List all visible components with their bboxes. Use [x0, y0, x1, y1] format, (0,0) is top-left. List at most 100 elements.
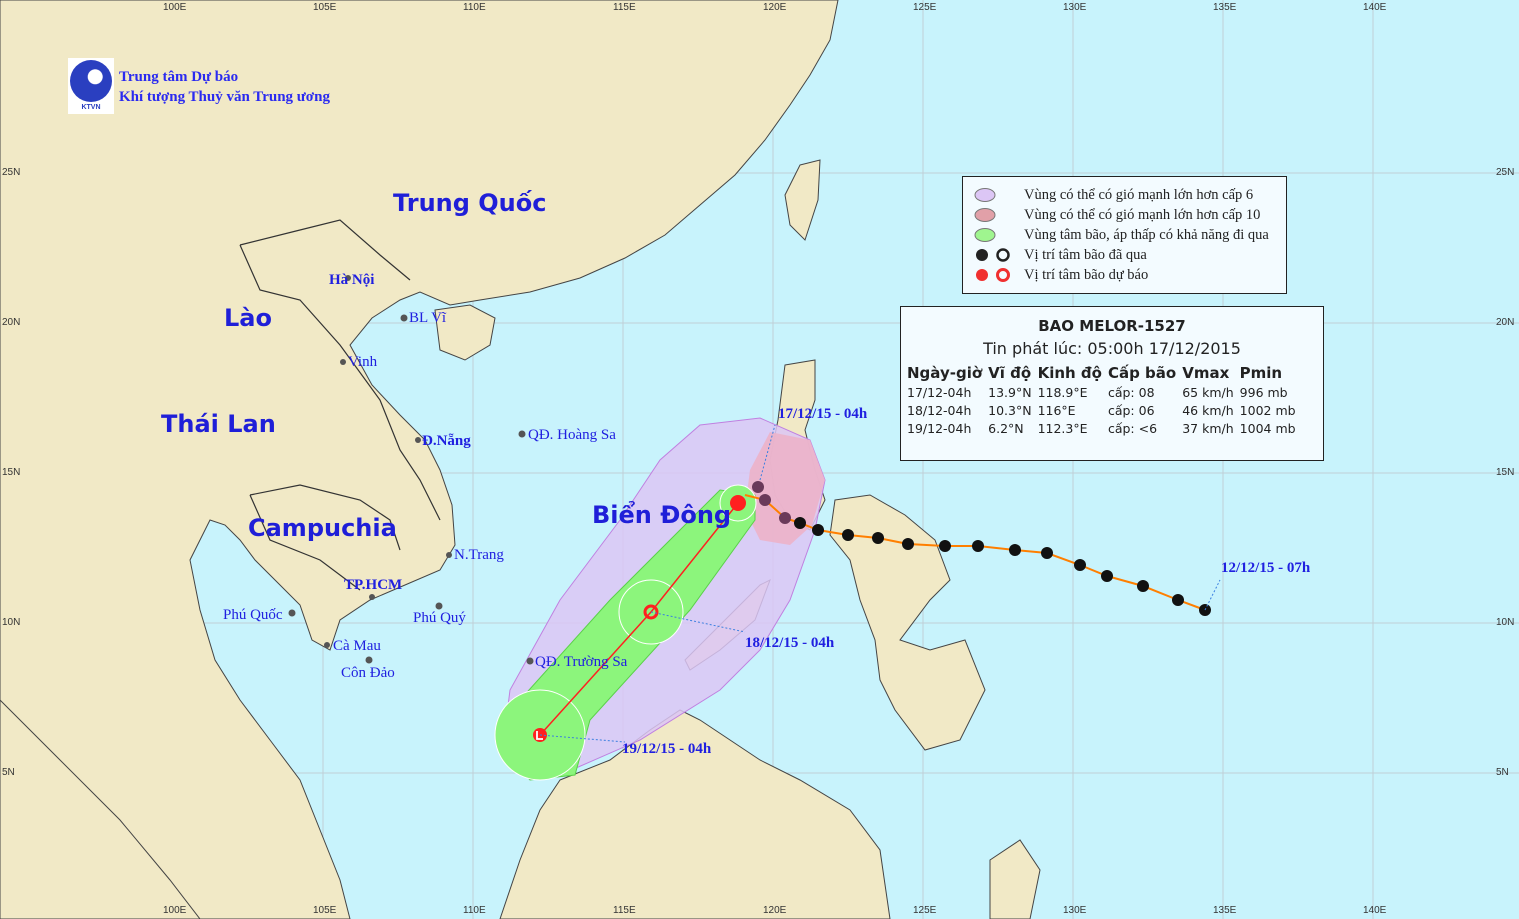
past-typhoon-icon [902, 538, 914, 550]
past-typhoon-icon [752, 481, 764, 493]
lon-tick-label: 140E [1363, 905, 1387, 916]
table-header: Pmin [1239, 364, 1283, 382]
lat-tick-label: 5N [1496, 767, 1509, 778]
table-header: Ngày-giờ [907, 364, 983, 382]
black-typhoon-icon [976, 249, 988, 261]
lon-tick-label: 120E [763, 2, 787, 13]
place-phu-quoc: Phú Quốc [223, 607, 283, 623]
table-cell: 112.3°E [1037, 421, 1088, 436]
past-typhoon-icon [972, 540, 984, 552]
sulawesi-new-guinea [989, 839, 1041, 919]
black-circle-icon [996, 248, 1010, 262]
past-typhoon-icon [812, 524, 824, 536]
table-cell: 118.9°E [1037, 385, 1088, 400]
table-header: Kinh độ [1037, 364, 1102, 382]
lon-tick-label: 135E [1213, 2, 1237, 13]
lon-tick-label: 135E [1213, 905, 1237, 916]
table-cell: 1004 mb [1239, 421, 1296, 436]
lon-tick-label: 100E [163, 905, 187, 916]
track-label-18: 18/12/15 - 04h [745, 635, 835, 651]
legend-label: Vùng có thể có gió mạnh lớn hơn cấp 10 [1024, 206, 1261, 223]
hainan-island [434, 304, 496, 361]
table-cell: 10.3°N [988, 403, 1032, 418]
lon-tick-label: 115E [613, 2, 636, 13]
label-laos: Lào [224, 304, 272, 332]
table-cell: 6.2°N [988, 421, 1024, 436]
green-ellipse-icon [974, 228, 996, 242]
lon-tick-label: 130E [1063, 2, 1087, 13]
lon-tick-label: 105E [313, 2, 337, 13]
track-label-12: 12/12/15 - 07h [1221, 560, 1311, 576]
table-header: Vmax [1182, 364, 1230, 382]
table-cell: 996 mb [1239, 385, 1288, 400]
storm-info-panel: BAO MELOR-1527 Tin phát lúc: 05:00h 17/1… [900, 306, 1324, 461]
place-con-dao: Côn Đảo [341, 665, 395, 681]
legend-item-past: Vị trí tâm bão đã qua [963, 245, 1278, 265]
table-cell: cấp: <6 [1107, 421, 1158, 436]
lon-tick-label: 105E [313, 905, 337, 916]
past-typhoon-icon [1074, 559, 1086, 571]
place-bach-long-vi: BL Vĩ [409, 310, 447, 326]
past-typhoon-icon [939, 540, 951, 552]
lon-tick-label: 110E [463, 905, 486, 916]
table-cell: cấp: 06 [1107, 403, 1155, 418]
legend: Vùng có thể có gió mạnh lớn hơn cấp 6 Vù… [962, 176, 1287, 294]
place-vinh: Vinh [348, 354, 378, 370]
label-bien-dong: Biển Đông [592, 501, 732, 529]
table-cell: 65 km/h [1182, 385, 1234, 400]
track-label-17: 17/12/15 - 04h [778, 406, 868, 422]
lon-tick-label: 115E [613, 905, 636, 916]
red-circle-icon [996, 268, 1010, 282]
pink-ellipse-icon [974, 208, 996, 222]
table-cell: 13.9°N [988, 385, 1032, 400]
table-header: Vĩ độ [988, 364, 1032, 382]
lon-tick-label: 125E [913, 905, 937, 916]
place-da-nang: Đ.Nẵng [422, 433, 471, 449]
place-ha-noi: Hà Nội [329, 272, 375, 288]
legend-item-forecast: Vị trí tâm bão dự báo [963, 265, 1278, 285]
legend-label: Vị trí tâm bão đã qua [1024, 246, 1147, 263]
lat-tick-label: 10N [2, 617, 21, 628]
table-header-row: Ngày-giờ Vĩ độ Kinh độ Cấp bão Vmax Pmin [907, 364, 1302, 384]
past-typhoon-icon [779, 512, 791, 524]
past-typhoon-icon [1009, 544, 1021, 556]
table-row: 18/12-04h 10.3°N 116°E cấp: 06 46 km/h 1002 m… [907, 402, 1302, 420]
inland-borders [239, 219, 441, 591]
table-cell: 17/12-04h [907, 385, 972, 400]
legend-item-cone: Vùng tâm bão, áp thấp có khả năng đi qua [963, 225, 1278, 245]
lat-tick-label: 5N [2, 767, 15, 778]
table-cell: cấp: 08 [1107, 385, 1155, 400]
past-typhoon-icon [1041, 547, 1053, 559]
red-typhoon-icon [976, 269, 988, 281]
legend-label: Vùng có thể có gió mạnh lớn hơn cấp 6 [1024, 186, 1254, 203]
place-tp-hcm: TP.HCM [344, 577, 403, 593]
issued-time: Tin phát lúc: 05:00h 17/12/2015 [983, 339, 1241, 358]
place-ca-mau: Cà Mau [333, 638, 381, 654]
lon-tick-label: 140E [1363, 2, 1387, 13]
table-cell: 46 km/h [1182, 403, 1234, 418]
past-typhoon-icon [759, 494, 771, 506]
land [0, 0, 1041, 919]
past-typhoon-icon [794, 517, 806, 529]
lat-tick-label: 25N [1496, 167, 1515, 178]
place-nha-trang: N.Trang [454, 547, 504, 563]
logo-badge: KTVN [81, 104, 101, 111]
table-row: 19/12-04h 6.2°N 112.3°E cấp: <6 37 km/h 1004 … [907, 420, 1302, 438]
label-cambodia: Campuchia [248, 514, 397, 542]
lat-tick-label: 15N [1496, 467, 1515, 478]
table-cell: 37 km/h [1182, 421, 1234, 436]
table-cell: 19/12-04h [907, 421, 972, 436]
place-hoang-sa: QĐ. Hoàng Sa [528, 427, 616, 443]
place-phu-quy: Phú Quý [413, 610, 466, 626]
purple-ellipse-icon [974, 188, 996, 202]
logo: KTVN [68, 58, 114, 114]
past-typhoon-icon [842, 529, 854, 541]
logo-emblem [70, 60, 112, 102]
sumatra [0, 699, 201, 919]
past-typhoon-icon [1137, 580, 1149, 592]
label-leaders [539, 424, 1221, 743]
lon-tick-label: 130E [1063, 905, 1087, 916]
agency-line-2: Khí tượng Thuỷ văn Trung ương [119, 89, 330, 105]
label-china: Trung Quốc [393, 189, 547, 217]
storm-name: BAO MELOR-1527 [1038, 317, 1186, 335]
